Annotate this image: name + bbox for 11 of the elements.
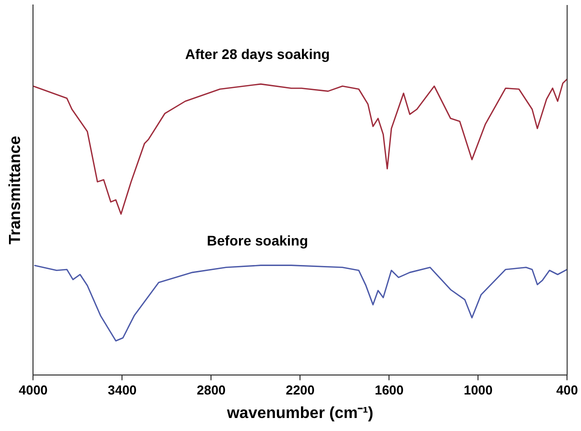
x-tick-label: 1000 — [464, 382, 493, 398]
x-tick-label: 4000 — [18, 382, 48, 398]
x-tick-label: 2200 — [286, 382, 315, 398]
y-axis-title: Transmittance — [7, 136, 24, 244]
x-tick-label: 400 — [556, 382, 578, 398]
x-tick-label: 1600 — [374, 382, 404, 398]
series-label: Before soaking — [206, 232, 308, 248]
x-tick-label: 2800 — [196, 382, 226, 398]
series-label: After 28 days soaking — [185, 46, 330, 62]
x-tick-label: 3400 — [108, 382, 137, 398]
x-axis-title: wavenumber (cm⁻¹) — [226, 404, 374, 422]
